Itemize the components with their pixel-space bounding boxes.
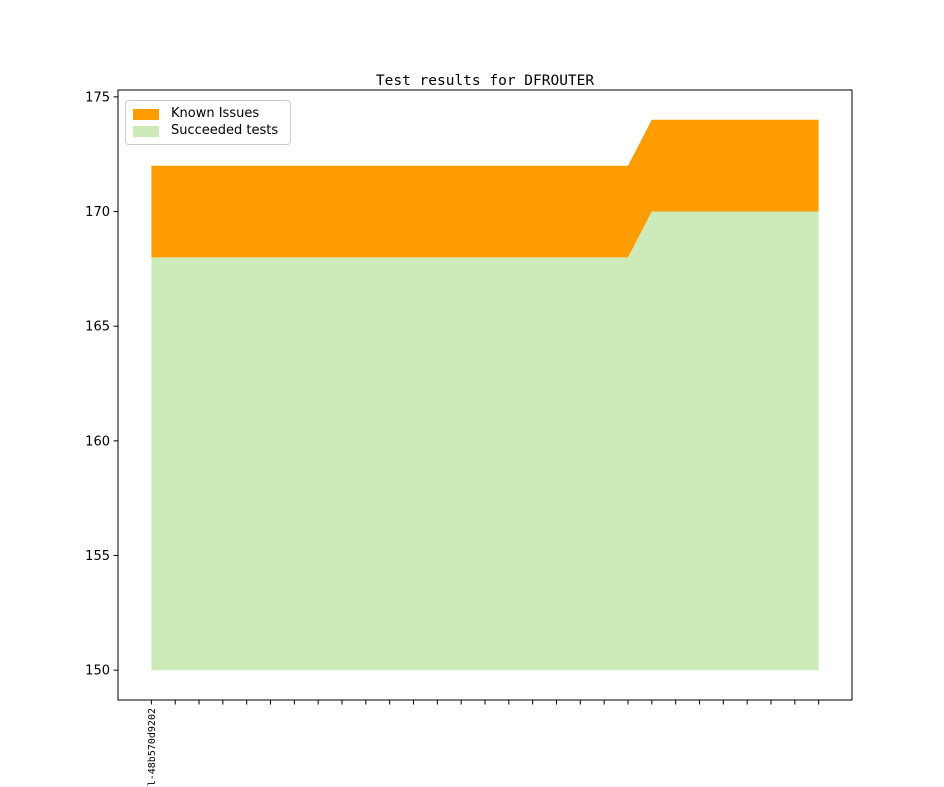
chart-title: Test results for DFROUTER — [375, 73, 595, 89]
legend: Known Issues Succeeded tests — [125, 100, 292, 145]
legend-swatch-known-issues — [133, 108, 159, 120]
legend-label-succeeded-tests: Succeeded tests — [171, 123, 279, 138]
y-tick-label: 165 — [85, 320, 110, 335]
area-known-issues — [151, 119, 819, 258]
area-succeeded-tests — [151, 211, 819, 671]
x-tick-label: l-48b570d9202 — [147, 708, 158, 786]
y-tick-label: 175 — [85, 90, 110, 105]
legend-label-known-issues: Known Issues — [171, 106, 260, 121]
legend-swatch-succeeded-tests — [133, 125, 159, 137]
y-tick-label: 170 — [85, 205, 110, 220]
legend-item-known-issues: Known Issues — [133, 107, 278, 121]
legend-item-succeeded-tests: Succeeded tests — [133, 124, 278, 138]
y-tick-label: 150 — [85, 664, 110, 679]
y-tick-label: 155 — [85, 549, 110, 564]
y-tick-label: 160 — [85, 434, 110, 449]
axes-spines — [117, 89, 853, 701]
